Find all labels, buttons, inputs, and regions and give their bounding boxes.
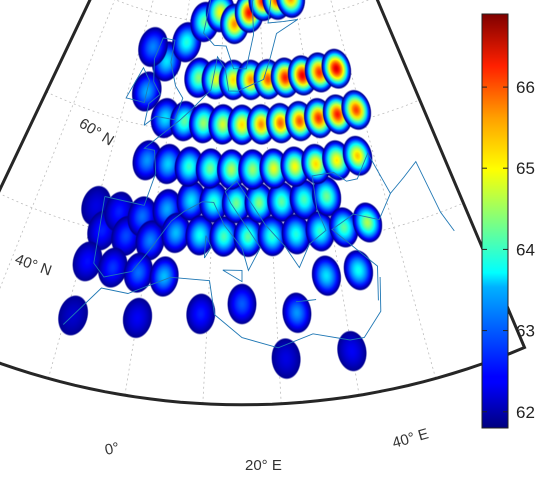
coastline <box>143 37 184 126</box>
value-spot <box>148 255 180 298</box>
colorbar-gradient <box>481 13 509 429</box>
colorbar-ticks: 62 63 64 65 66 <box>482 78 535 422</box>
colorbar: 62 63 64 65 66 <box>481 13 535 429</box>
value-spot <box>195 147 226 190</box>
value-spot <box>184 214 215 257</box>
value-spot <box>266 180 297 223</box>
value-spot <box>336 330 368 372</box>
value-spot <box>123 251 154 294</box>
value-spot <box>221 182 252 225</box>
value-spot <box>311 175 342 218</box>
value-spot <box>343 249 374 292</box>
coastline <box>104 0 298 206</box>
value-spot <box>257 215 288 257</box>
coastline <box>62 276 382 349</box>
value-spot <box>281 213 312 256</box>
colorbar-tick-label: 62 <box>516 403 535 422</box>
coastline <box>222 269 243 283</box>
colorbar-tick-label: 63 <box>516 322 535 341</box>
value-spots-layer <box>57 0 383 380</box>
value-spot <box>135 219 166 262</box>
value-spot <box>320 47 352 90</box>
value-spot <box>281 291 312 334</box>
map-frame <box>0 0 527 407</box>
value-spot <box>311 254 342 297</box>
value-spot <box>97 246 129 289</box>
map-panel <box>0 0 527 407</box>
value-spot <box>208 215 239 258</box>
value-spot <box>216 148 247 191</box>
coastline <box>93 152 391 301</box>
colorbar-tick-label: 65 <box>516 159 535 178</box>
coastlines <box>62 0 455 349</box>
longitude-labels: 0° 20° E 40° E <box>103 425 430 474</box>
value-spot <box>237 148 268 191</box>
value-spot <box>185 292 216 335</box>
value-spot <box>352 201 383 244</box>
value-spot <box>176 179 207 222</box>
value-spot <box>137 26 169 68</box>
lon-label-0: 0° <box>103 439 121 459</box>
lon-label-40e: 40° E <box>390 425 430 452</box>
coastline <box>295 299 317 303</box>
value-spot <box>275 0 306 19</box>
value-spot <box>122 297 153 339</box>
value-spot <box>232 215 264 258</box>
value-spot <box>342 135 373 177</box>
value-spot <box>328 206 360 249</box>
value-spot <box>243 181 275 224</box>
coastline <box>125 66 150 104</box>
value-spot <box>72 240 103 283</box>
coastline <box>390 160 455 232</box>
value-spot <box>340 89 372 131</box>
value-spot <box>227 283 257 325</box>
graticule-meridian <box>0 0 190 354</box>
colorbar-tick-label: 66 <box>516 78 535 97</box>
lon-label-20e: 20° E <box>245 457 282 474</box>
value-spot <box>288 178 320 221</box>
coastline <box>203 235 212 259</box>
colorbar-tick-label: 64 <box>516 240 535 259</box>
value-spot <box>160 211 192 254</box>
